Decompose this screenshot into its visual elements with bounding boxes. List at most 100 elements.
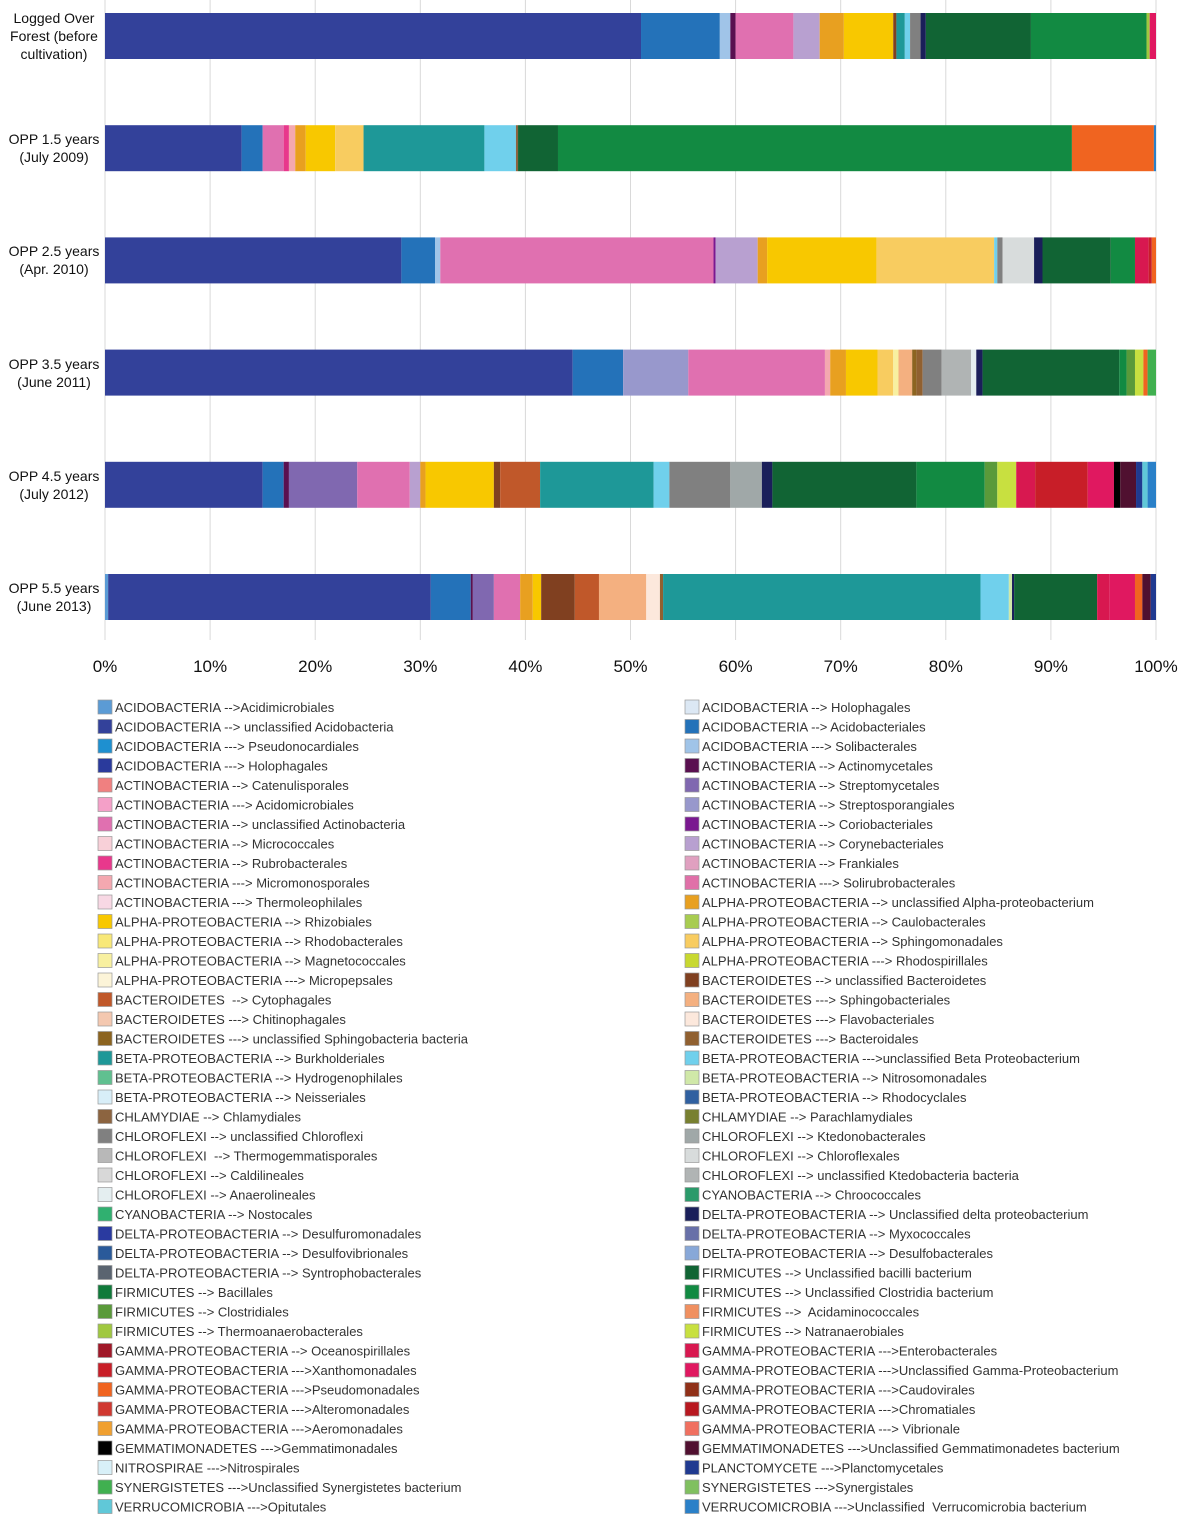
- legend-swatch: [97, 933, 113, 949]
- legend-label: GAMMA-PROTEOBACTERIA --->Caudovirales: [702, 1383, 975, 1398]
- legend-label: CHLOROFLEXI --> unclassified Chloroflexi: [115, 1129, 363, 1144]
- legend-swatch: [684, 933, 700, 949]
- legend-label: ALPHA-PROTEOBACTERIA --> Rhodobacterales: [115, 934, 403, 949]
- bar-segment: [976, 349, 983, 396]
- bar-segment: [1134, 349, 1144, 396]
- legend-swatch: [97, 1226, 113, 1241]
- legend-label: FIRMICUTES --> Thermoanaerobacterales: [115, 1324, 363, 1339]
- bar-segment: [910, 13, 921, 59]
- bar-segment: [598, 574, 647, 620]
- legend-swatch: [684, 914, 700, 929]
- x-tick-label: 90%: [1034, 657, 1068, 676]
- legend-swatch: [97, 1323, 113, 1339]
- bar-segment: [105, 461, 263, 508]
- legend-swatch: [97, 1401, 113, 1417]
- bar-segment: [401, 237, 436, 284]
- bar-segment: [925, 13, 1031, 59]
- legend-swatch: [684, 738, 700, 754]
- bar-segment: [719, 13, 731, 59]
- bar-segment: [262, 461, 284, 508]
- legend-swatch: [97, 1245, 113, 1261]
- bar-segment: [1142, 574, 1151, 620]
- legend-label: CHLAMYDIAE --> Parachlamydiales: [702, 1110, 913, 1125]
- legend-swatch: [97, 699, 113, 715]
- legend-label: ACTINOBACTERIA ---> Acidomicrobiales: [115, 798, 354, 813]
- legend-swatch: [684, 1031, 700, 1046]
- bar-segment: [295, 125, 306, 172]
- bar-segment: [761, 461, 773, 508]
- legend-swatch: [97, 1382, 113, 1397]
- grid: [104, 0, 1157, 640]
- legend-swatch: [684, 1148, 700, 1163]
- legend-label: DELTA-PROTEOBACTERIA --> Desulfovibriona…: [115, 1246, 409, 1261]
- legend-label: ALPHA-PROTEOBACTERIA ---> Micropepsales: [115, 973, 393, 988]
- legend-label: BETA-PROTEOBACTERIA --> Rhodocyclales: [702, 1090, 967, 1105]
- bar-segment: [1153, 125, 1156, 172]
- legend-label: ALPHA-PROTEOBACTERIA --> Rhizobiales: [115, 915, 372, 930]
- legend-swatch: [684, 1226, 700, 1241]
- legend-swatch: [97, 1070, 113, 1085]
- bar-segment: [1087, 461, 1114, 508]
- legend-swatch: [684, 1460, 700, 1475]
- legend-label: ACIDOBACTERIA ---> Pseudonocardiales: [115, 739, 359, 754]
- bar-segment: [470, 574, 473, 620]
- bar-segment: [845, 349, 878, 396]
- bar-segment: [646, 574, 660, 620]
- bar-segment: [922, 349, 942, 396]
- legend-label: GAMMA-PROTEOBACTERIA --->Unclassified Ga…: [702, 1363, 1118, 1378]
- bar-segment: [283, 461, 289, 508]
- category-label: Logged Over Forest (before cultivation): [10, 10, 98, 62]
- legend-swatch: [684, 1304, 700, 1319]
- legend-label: ACIDOBACTERIA --> unclassified Acidobact…: [115, 720, 394, 735]
- bar-segment: [1042, 237, 1111, 284]
- legend-swatch: [97, 894, 113, 910]
- legend-swatch: [684, 1187, 700, 1202]
- x-tick-label: 0%: [93, 657, 118, 676]
- bar-segment: [941, 349, 972, 396]
- category-label: OPP 1.5 years (July 2009): [8, 131, 100, 166]
- bar-segment: [898, 349, 913, 396]
- legend-swatch: [684, 797, 700, 812]
- legend-swatch: [684, 1323, 700, 1339]
- bar-segment: [623, 349, 689, 396]
- category-label: OPP 3.5 years (June 2011): [8, 355, 100, 390]
- bar-segment: [659, 574, 664, 620]
- legend-swatch: [97, 1031, 113, 1046]
- legend-label: BETA-PROTEOBACTERIA --> Neisseriales: [115, 1090, 366, 1105]
- legend-label: ALPHA-PROTEOBACTERIA --> Caulobacterales: [702, 915, 986, 930]
- legend-swatch: [684, 1245, 700, 1261]
- bar-segment: [767, 237, 877, 284]
- legend-swatch: [97, 1050, 113, 1066]
- category-label: OPP 4.5 years (July 2012): [8, 467, 100, 502]
- legend-swatch: [684, 875, 700, 890]
- legend-label: SYNERGISTETES --->Synergistales: [702, 1480, 914, 1495]
- legend-swatch: [684, 1011, 700, 1027]
- legend-swatch: [684, 1265, 700, 1280]
- legend-swatch: [684, 1343, 700, 1358]
- bar-segment: [1120, 461, 1137, 508]
- legend-label: VERRUCOMICROBIA --->Unclassified Verruco…: [702, 1500, 1087, 1515]
- bar-segment: [241, 125, 263, 172]
- legend-label: ACTINOBACTERIA --> Actinomycetales: [702, 759, 933, 774]
- legend-swatch: [97, 1265, 113, 1280]
- legend-swatch: [97, 836, 113, 851]
- legend-label: BACTEROIDETES ---> Sphingobacteriales: [702, 993, 951, 1008]
- legend-label: ACTINOBACTERIA --> Streptomycetales: [702, 778, 940, 793]
- legend-label: ACTINOBACTERIA --> Catenulisporales: [115, 778, 349, 793]
- legend-label: FIRMICUTES --> Natranaerobiales: [702, 1324, 904, 1339]
- legend-swatch: [97, 1187, 113, 1202]
- bar-segment: [772, 461, 917, 508]
- bar-segment: [493, 461, 501, 508]
- legend-label: FIRMICUTES --> Unclassified bacilli bact…: [702, 1266, 972, 1281]
- legend-swatch: [684, 1167, 700, 1183]
- bar-segment: [641, 13, 720, 59]
- bar-segment: [1134, 237, 1149, 284]
- bar-segment: [520, 574, 533, 620]
- bar-segment: [713, 237, 716, 284]
- bar-segment: [493, 574, 521, 620]
- bar-segment: [877, 349, 894, 396]
- legend-swatch: [97, 1440, 113, 1456]
- legend-label: CHLOROFLEXI --> unclassified Ktedobacter…: [702, 1168, 1020, 1183]
- legend-label: ACTINOBACTERIA --> Frankiales: [702, 856, 899, 871]
- bar-segment: [105, 13, 642, 59]
